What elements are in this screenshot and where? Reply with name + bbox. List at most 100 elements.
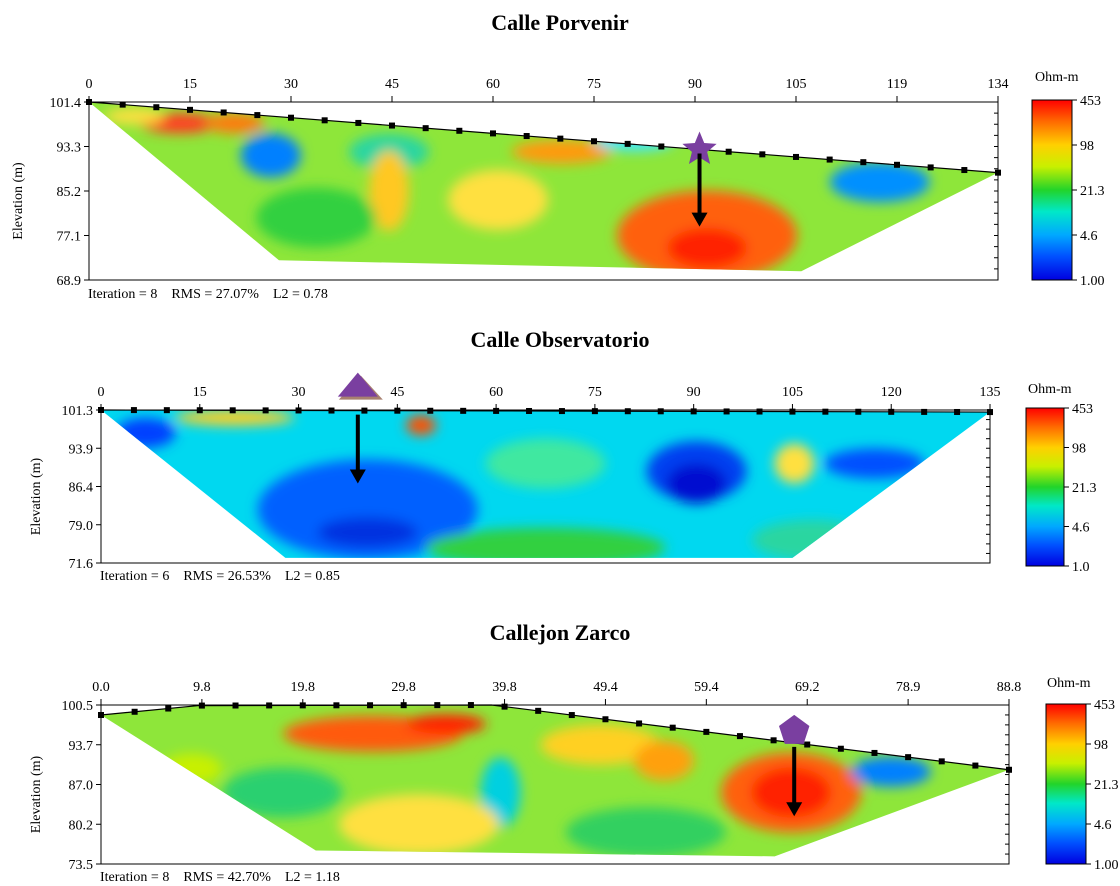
electrode-marker bbox=[826, 156, 833, 163]
electrode-marker bbox=[793, 153, 799, 160]
electrode-marker bbox=[328, 407, 335, 414]
x-tick-label: 60 bbox=[489, 385, 503, 400]
electrode-marker bbox=[770, 737, 777, 744]
electrode-marker bbox=[535, 707, 542, 714]
x-tick-label: 0 bbox=[86, 77, 93, 92]
surface-line bbox=[100, 409, 991, 413]
electrode-marker bbox=[894, 161, 900, 168]
x-tick-label: 90 bbox=[687, 385, 701, 400]
electrode-marker bbox=[321, 117, 328, 124]
x-tick-label: 78.9 bbox=[896, 680, 921, 695]
x-tick-label: 105 bbox=[782, 385, 803, 400]
electrode-marker bbox=[187, 106, 193, 113]
electrode-marker bbox=[557, 135, 564, 142]
electrode-marker bbox=[220, 109, 227, 116]
triangle-marker bbox=[337, 372, 378, 397]
x-tick-label: 120 bbox=[881, 385, 902, 400]
y-tick-label: 71.6 bbox=[69, 557, 94, 572]
electrode-marker bbox=[723, 408, 730, 415]
x-tick-label: 0.0 bbox=[92, 680, 110, 695]
resistivity-anomaly bbox=[565, 807, 726, 857]
y-tick-label: 85.2 bbox=[57, 185, 82, 200]
colorbar-label: 453 bbox=[1080, 94, 1101, 109]
x-tick-label: 69.2 bbox=[795, 680, 820, 695]
chart-title-1: Calle Porvenir bbox=[491, 10, 629, 35]
y-axis-label: Elevation (m) bbox=[29, 755, 44, 833]
surface-line bbox=[88, 101, 999, 174]
colorbar-label: 21.3 bbox=[1080, 184, 1105, 199]
resistivity-anomaly bbox=[425, 527, 666, 558]
x-tick-label: 59.4 bbox=[694, 680, 719, 695]
colorbar-unit-1: Ohm-m bbox=[1035, 70, 1079, 85]
y-tick-label: 86.4 bbox=[69, 481, 94, 496]
resistivity-anomaly bbox=[161, 753, 222, 784]
x-tick-label: 105 bbox=[786, 77, 807, 92]
colorbar bbox=[1025, 407, 1065, 567]
colorbar-label: 1.0 bbox=[1072, 560, 1090, 575]
x-tick-label: 45 bbox=[385, 77, 399, 92]
resistivity-anomaly bbox=[115, 417, 176, 448]
colorbar-label: 453 bbox=[1094, 698, 1115, 713]
x-tick-label: 30 bbox=[292, 385, 306, 400]
electrode-marker bbox=[299, 702, 306, 709]
y-tick-label: 79.0 bbox=[69, 519, 94, 534]
x-tick-label: 39.8 bbox=[492, 680, 517, 695]
colorbar-unit-3: Ohm-m bbox=[1047, 676, 1091, 691]
stats-2: Iteration = 6 RMS = 26.53% L2 = 0.85 bbox=[100, 569, 340, 584]
electrode-marker bbox=[756, 408, 763, 415]
electrode-marker bbox=[130, 407, 137, 414]
electrode-marker bbox=[938, 758, 945, 765]
y-tick-label: 73.5 bbox=[69, 858, 94, 873]
colorbar-label: 1.00 bbox=[1094, 858, 1119, 873]
colorbar-label: 453 bbox=[1072, 402, 1093, 417]
electrode-marker bbox=[703, 728, 710, 735]
y-axis-label: Elevation (m) bbox=[11, 162, 26, 240]
y-tick-label: 80.2 bbox=[69, 818, 94, 833]
x-tick-label: 60 bbox=[486, 77, 500, 92]
electrode-marker bbox=[905, 754, 912, 761]
resistivity-anomaly bbox=[222, 767, 343, 818]
y-tick-label: 101.4 bbox=[50, 96, 82, 111]
resistivity-anomaly bbox=[448, 169, 549, 230]
electrode-marker bbox=[400, 702, 407, 709]
surface-line bbox=[100, 704, 1010, 771]
resistivity-anomaly bbox=[850, 756, 931, 787]
y-tick-label: 87.0 bbox=[69, 779, 94, 794]
y-tick-label: 93.7 bbox=[69, 739, 94, 754]
resistivity-anomaly bbox=[824, 448, 925, 479]
electrode-marker bbox=[591, 408, 598, 415]
electrode-marker bbox=[460, 407, 467, 414]
y-tick-label: 93.9 bbox=[69, 442, 94, 457]
depth-arrow-head bbox=[691, 212, 708, 227]
electrode-marker bbox=[558, 408, 565, 415]
resistivity-anomaly bbox=[368, 151, 409, 231]
resistivity-anomaly bbox=[257, 459, 478, 558]
x-tick-label: 49.4 bbox=[593, 680, 618, 695]
x-tick-label: 119 bbox=[887, 77, 907, 92]
y-tick-label: 100.5 bbox=[62, 699, 94, 714]
electrode-marker bbox=[153, 104, 160, 111]
electrode-marker bbox=[624, 408, 631, 415]
electrode-marker bbox=[636, 720, 643, 727]
electrode-marker bbox=[725, 148, 732, 155]
x-tick-label: 0 bbox=[98, 385, 105, 400]
electrode-marker bbox=[266, 702, 273, 709]
y-tick-label: 68.9 bbox=[57, 274, 82, 289]
electrode-marker bbox=[658, 143, 665, 150]
electrode-marker bbox=[422, 125, 429, 132]
electrode-marker bbox=[624, 140, 631, 147]
resistivity-anomaly bbox=[174, 410, 295, 426]
electrode-marker bbox=[759, 151, 766, 158]
electrode-marker bbox=[736, 733, 743, 740]
electrode-marker bbox=[602, 716, 609, 723]
electrode-marker bbox=[229, 407, 236, 414]
electrode-marker bbox=[822, 408, 829, 415]
resistivity-anomaly bbox=[104, 108, 165, 125]
resistivity-anomaly bbox=[751, 767, 832, 818]
resistivity-anomaly bbox=[728, 124, 849, 145]
electrode-marker bbox=[888, 408, 895, 415]
x-tick-label: 135 bbox=[980, 385, 1001, 400]
resistivity-section bbox=[101, 705, 1009, 857]
resistivity-section bbox=[89, 102, 998, 272]
